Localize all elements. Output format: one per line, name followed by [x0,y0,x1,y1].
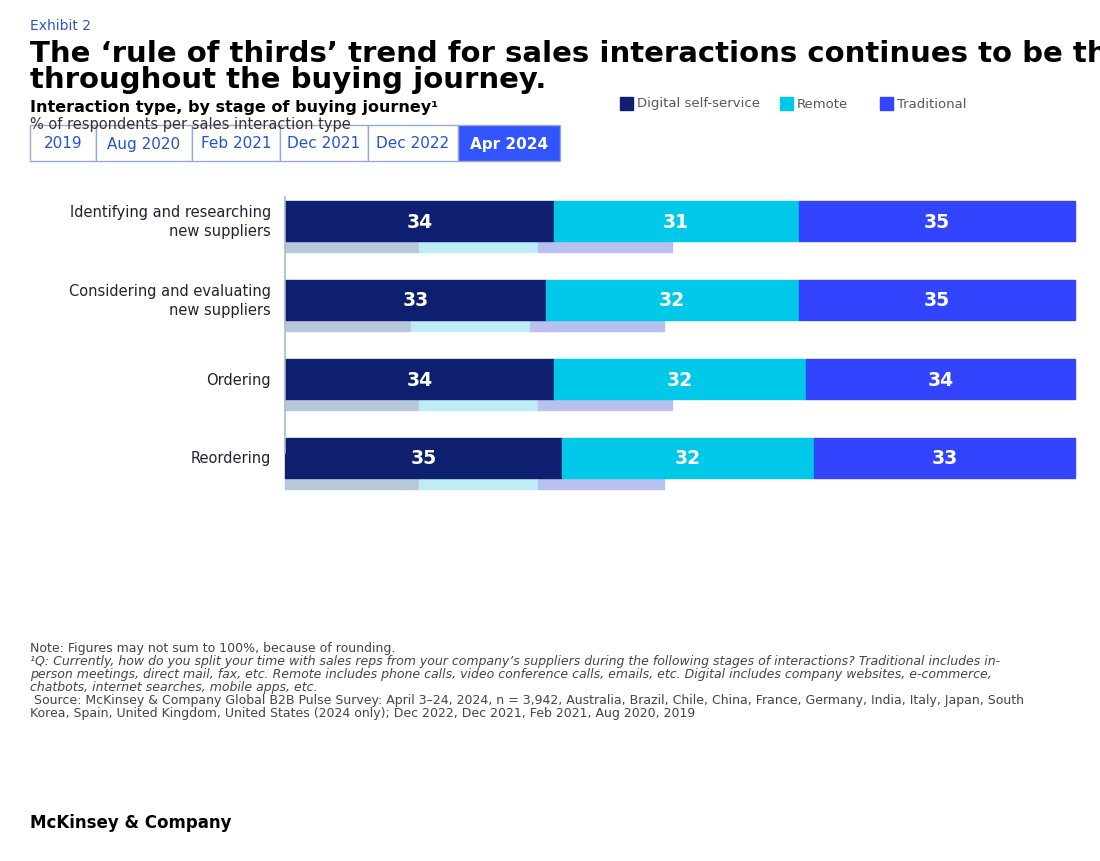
Text: chatbots, internet searches, mobile apps, etc.: chatbots, internet searches, mobile apps… [30,680,318,693]
Text: % of respondents per sales interaction type: % of respondents per sales interaction t… [30,117,351,132]
Bar [620,98,632,111]
Bar [880,98,893,111]
Bar [780,98,793,111]
Text: 32: 32 [667,370,693,389]
Text: 2019: 2019 [44,136,82,152]
Text: McKinsey & Company: McKinsey & Company [30,813,231,831]
Text: 34: 34 [927,370,954,389]
Text: 34: 34 [406,213,432,232]
Text: 33: 33 [932,449,958,468]
Bar [285,360,553,400]
Bar [192,126,280,162]
Text: 33: 33 [403,291,429,310]
Bar [814,438,1075,479]
Bar [285,438,561,479]
Bar [419,400,538,411]
Text: 31: 31 [663,213,689,232]
Text: Apr 2024: Apr 2024 [470,136,548,152]
Bar [285,242,419,253]
Text: Dec 2022: Dec 2022 [376,136,450,152]
Text: Exhibit 2: Exhibit 2 [30,19,91,33]
Bar [285,320,411,331]
Text: ¹Q: Currently, how do you split your time with sales reps from your company’s su: ¹Q: Currently, how do you split your tim… [30,654,1000,667]
Text: Traditional: Traditional [896,97,967,110]
Text: Remote: Remote [798,97,848,110]
Bar [553,201,799,242]
Bar [285,201,553,242]
Bar [538,400,672,411]
Text: Reordering: Reordering [190,451,271,466]
Bar [280,126,368,162]
Bar [285,281,546,320]
Text: Dec 2021: Dec 2021 [287,136,361,152]
Text: Feb 2021: Feb 2021 [200,136,272,152]
Text: Aug 2020: Aug 2020 [108,136,180,152]
Bar [538,242,672,253]
Bar [285,400,419,411]
Bar [368,126,458,162]
Bar [419,242,538,253]
Bar [96,126,192,162]
Bar [30,126,96,162]
Bar [538,479,664,489]
Text: Note: Figures may not sum to 100%, because of rounding.: Note: Figures may not sum to 100%, becau… [30,641,395,654]
Text: 35: 35 [924,213,949,232]
Bar [285,479,419,489]
Text: Ordering: Ordering [207,372,271,387]
Text: 34: 34 [406,370,432,389]
Text: Korea, Spain, United Kingdom, United States (2024 only); Dec 2022, Dec 2021, Feb: Korea, Spain, United Kingdom, United Sta… [30,706,695,719]
Bar [806,360,1075,400]
Text: 35: 35 [410,449,437,468]
Text: 32: 32 [659,291,685,310]
Text: Source: McKinsey & Company Global B2B Pulse Survey: April 3–24, 2024, n = 3,942,: Source: McKinsey & Company Global B2B Pu… [30,693,1024,706]
Text: Identifying and researching
new suppliers: Identifying and researching new supplier… [69,205,271,238]
Bar [458,126,560,162]
Bar [546,281,799,320]
Bar [561,438,814,479]
Text: 35: 35 [924,291,949,310]
Bar [411,320,530,331]
Bar [530,320,664,331]
Text: The ‘rule of thirds’ trend for sales interactions continues to be the norm: The ‘rule of thirds’ trend for sales int… [30,40,1100,68]
Bar [799,281,1075,320]
Text: Digital self-service: Digital self-service [637,97,760,110]
Text: person meetings, direct mail, fax, etc. Remote includes phone calls, video confe: person meetings, direct mail, fax, etc. … [30,667,992,680]
Text: Interaction type, by stage of buying journey¹: Interaction type, by stage of buying jou… [30,100,438,115]
Text: Considering and evaluating
new suppliers: Considering and evaluating new suppliers [69,283,271,318]
Text: throughout the buying journey.: throughout the buying journey. [30,66,547,94]
Text: 32: 32 [674,449,701,468]
Bar [553,360,806,400]
Bar [799,201,1075,242]
Bar [419,479,538,489]
